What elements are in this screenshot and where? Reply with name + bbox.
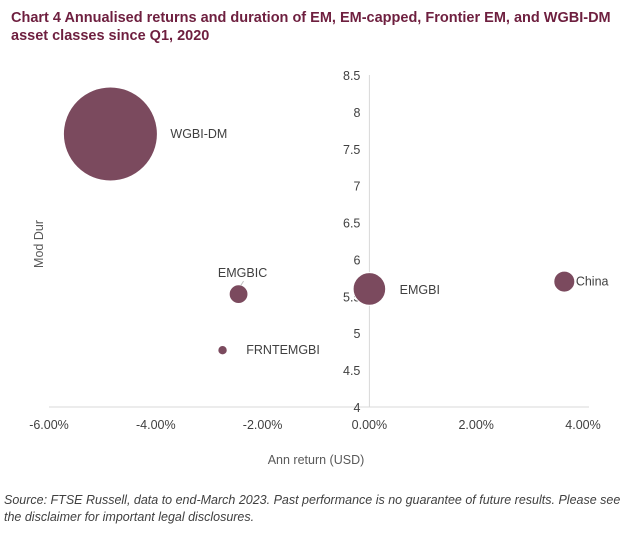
y-tick-label: 6.5: [343, 217, 360, 231]
bubble-wgbi-dm: [62, 86, 158, 182]
chart-title: Chart 4 Annualised returns and duration …: [11, 10, 611, 44]
bubble-emgbi: [352, 272, 387, 306]
leader-line: [240, 280, 244, 286]
x-tick-label: -6.00%: [29, 418, 69, 432]
x-axis-title: Ann return (USD): [268, 453, 365, 467]
data-label-emgbic: EMGBIC: [218, 266, 267, 280]
x-tick-label: 4.00%: [565, 418, 600, 432]
data-label-emgbi: EMGBI: [400, 283, 440, 297]
bubble-frntemgbi: [217, 344, 228, 356]
y-tick-label: 4.5: [343, 364, 360, 378]
y-tick-label: 7.5: [343, 143, 360, 157]
y-tick-label: 8.5: [343, 69, 360, 83]
x-tick-label: -4.00%: [136, 418, 176, 432]
y-tick-label: 6: [353, 253, 360, 267]
y-tick-label: 8: [353, 106, 360, 120]
data-label-wgbi-dm: WGBI-DM: [170, 127, 227, 141]
bubble-china: [553, 270, 576, 293]
x-tick-label: -2.00%: [243, 418, 283, 432]
y-tick-label: 4: [353, 401, 360, 415]
data-label-china: China: [576, 275, 609, 289]
bubble-emgbic: [228, 284, 249, 305]
y-axis-title: Mod Dur: [32, 220, 46, 268]
source-note: Source: FTSE Russell, data to end-March …: [4, 493, 621, 524]
y-tick-label: 5: [353, 327, 360, 341]
x-tick-label: 0.00%: [352, 418, 387, 432]
data-label-frntemgbi: FRNTEMGBI: [246, 343, 320, 357]
y-tick-label: 7: [353, 180, 360, 194]
x-tick-label: 2.00%: [458, 418, 493, 432]
